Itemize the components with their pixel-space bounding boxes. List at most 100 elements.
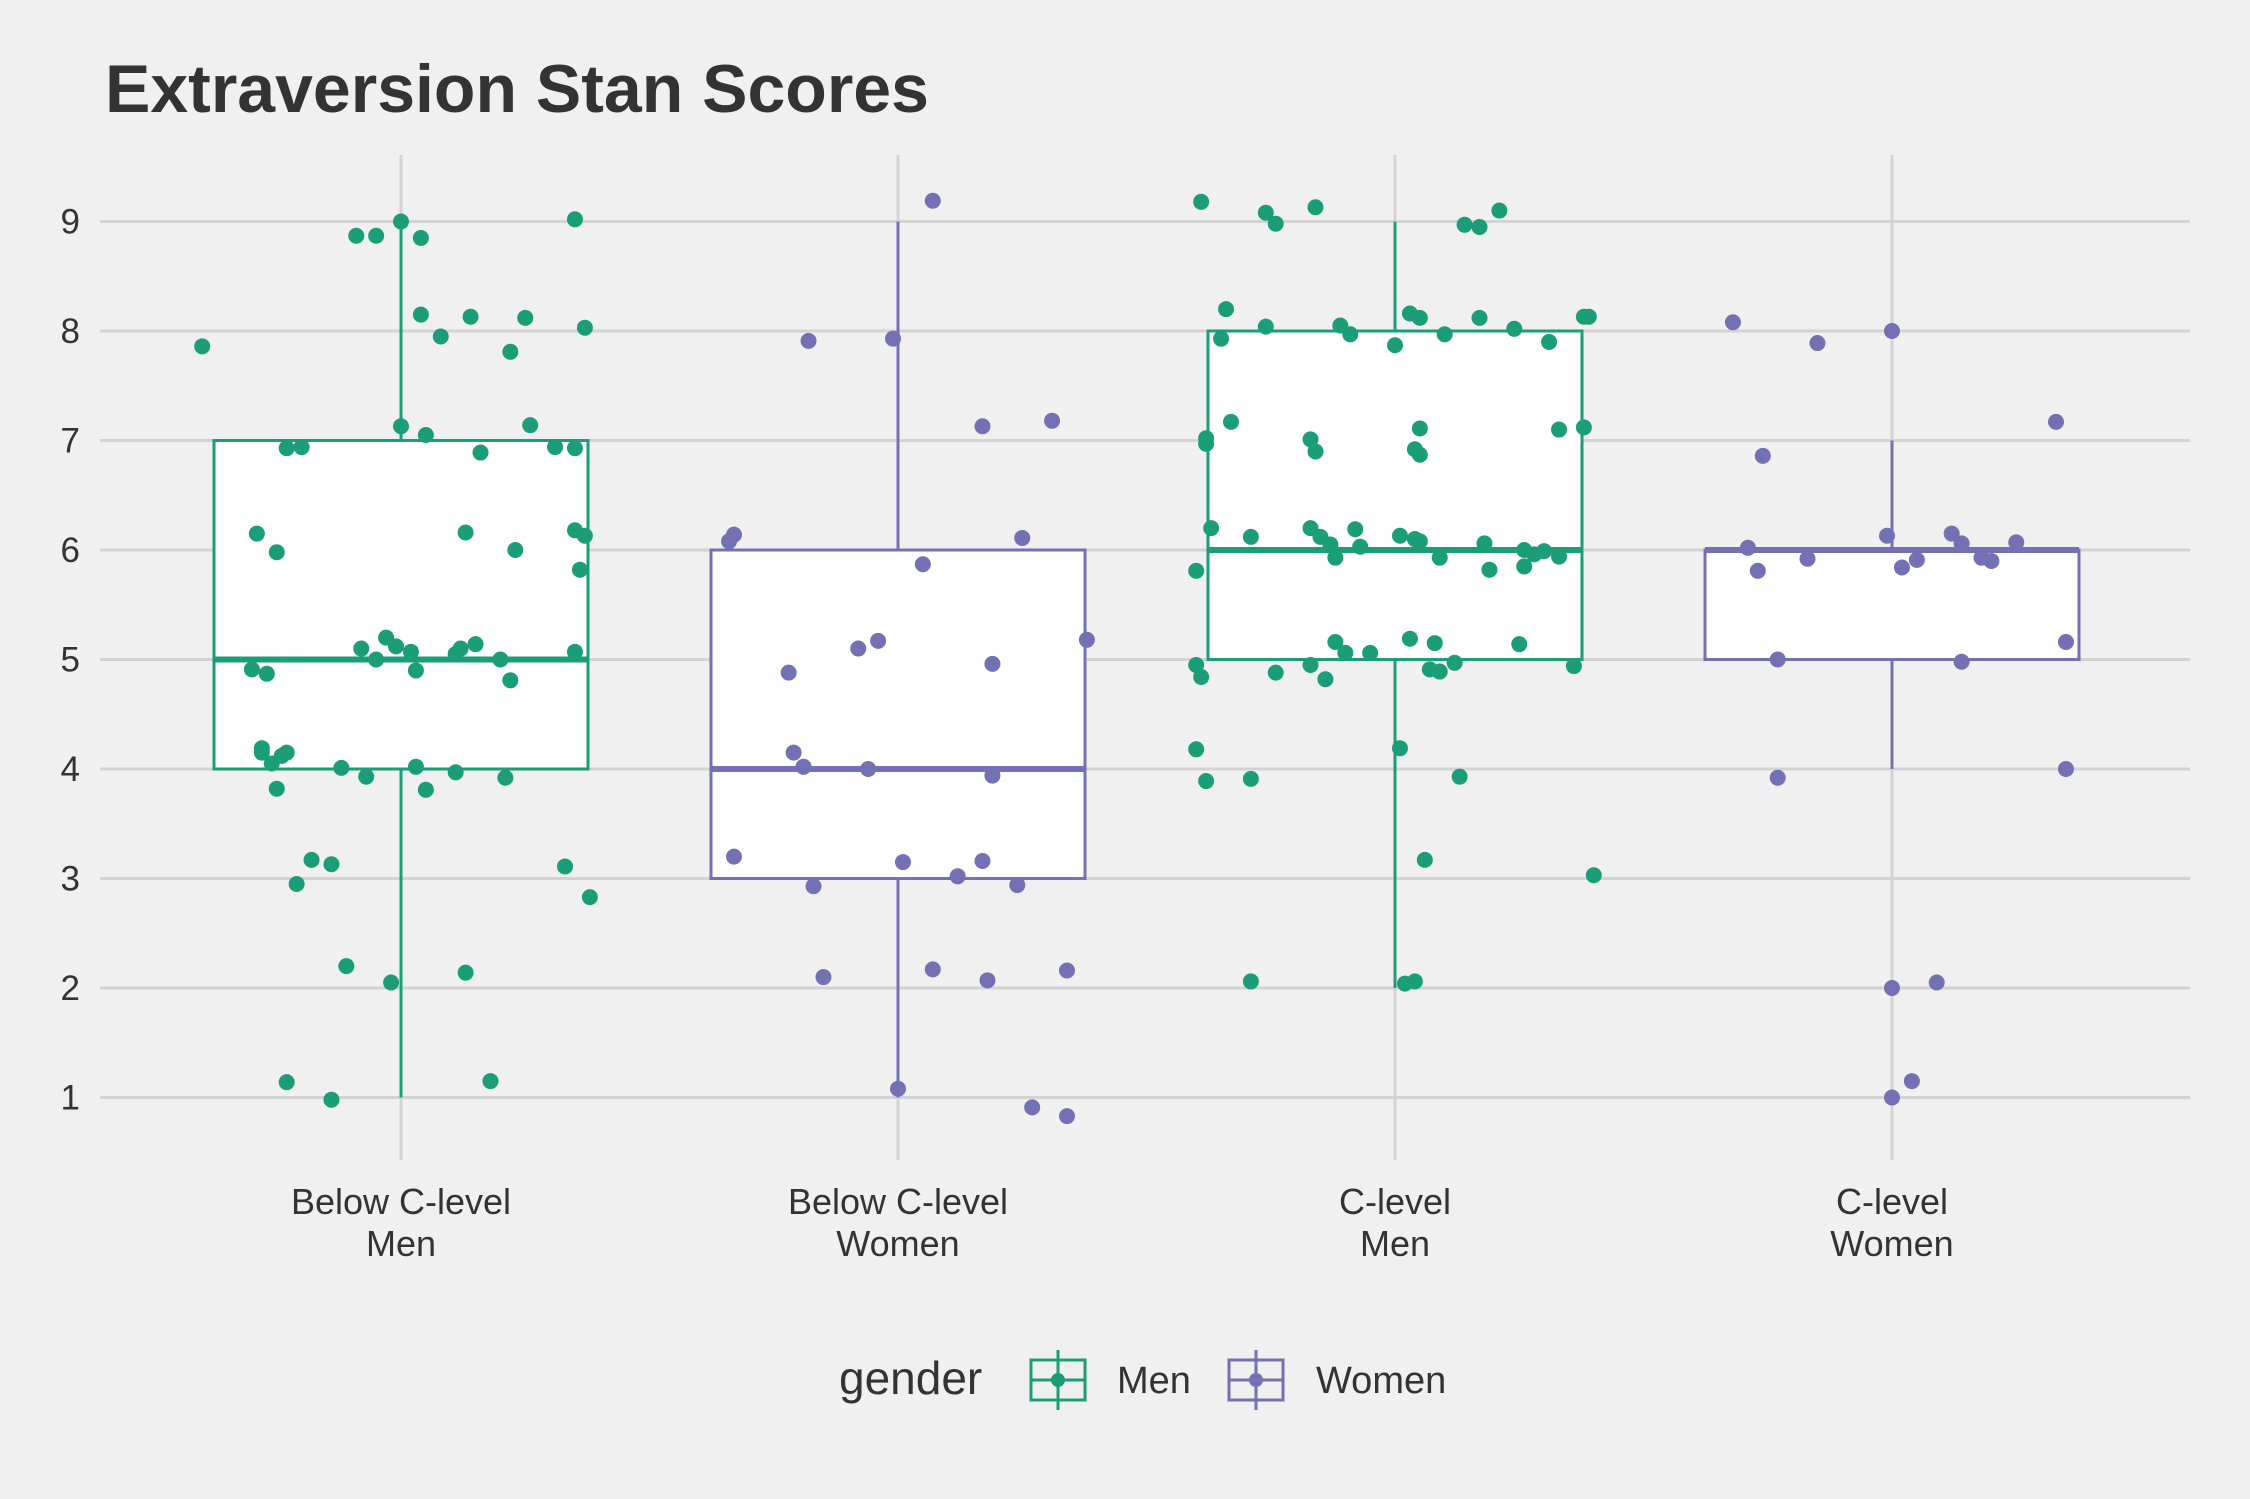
data-point (1188, 656, 1205, 673)
data-point (2057, 633, 2074, 650)
legend-label-men: Men (1117, 1360, 1191, 1402)
data-point (1471, 218, 1488, 235)
data-point (914, 556, 931, 573)
data-point (1198, 773, 1215, 790)
data-point (447, 764, 464, 781)
data-point (388, 638, 405, 655)
data-point (1342, 326, 1359, 343)
x-tick-label-line2: Women (1830, 1223, 1953, 1264)
data-point (1078, 631, 1095, 648)
data-point (243, 661, 260, 678)
data-point (407, 758, 424, 775)
data-point (1317, 671, 1334, 688)
x-tick-label-3: C-level Men (1339, 1181, 1451, 1264)
x-tick-label-2: Below C-level Women (788, 1181, 1008, 1264)
data-point (566, 211, 583, 228)
data-point (1242, 528, 1259, 545)
data-point (1242, 973, 1259, 990)
data-point (581, 889, 598, 906)
y-tick-label-3: 3 (61, 860, 80, 899)
data-point (1491, 202, 1508, 219)
data-point (1391, 527, 1408, 544)
chart-title: Extraversion Stan Scores (105, 51, 929, 127)
data-point (1928, 974, 1945, 991)
data-point (1749, 562, 1766, 579)
legend-title: gender (839, 1352, 982, 1404)
data-point (278, 440, 295, 457)
data-point (497, 769, 514, 786)
data-point (348, 227, 365, 244)
y-tick-label-6: 6 (61, 531, 80, 570)
data-point (323, 856, 340, 873)
data-point (576, 527, 593, 544)
data-point (571, 561, 588, 578)
data-point (1446, 654, 1463, 671)
data-point (1884, 980, 1900, 996)
legend-key-point (1249, 1373, 1263, 1387)
data-point (1198, 430, 1215, 447)
data-point (194, 338, 211, 355)
data-point (1893, 559, 1910, 576)
data-point (393, 213, 409, 230)
box-4 (1703, 440, 2081, 769)
data-point (268, 780, 285, 797)
x-tick-label-4: C-level Women (1830, 1181, 1953, 1264)
boxes-layer (212, 221, 2081, 1098)
data-point (268, 544, 285, 561)
data-point (278, 1074, 295, 1091)
x-tick-label-1: Below C-level Men (291, 1181, 511, 1264)
points-layer (194, 192, 2074, 1125)
data-point (1908, 551, 1925, 568)
y-tick-label-4: 4 (61, 750, 80, 789)
data-point (870, 632, 887, 649)
data-point (1953, 535, 1970, 552)
data-point (1257, 204, 1274, 221)
y-axis-tick-labels: 1 2 3 4 5 6 7 8 9 (61, 203, 80, 1118)
data-point (795, 758, 812, 775)
data-point (1903, 1073, 1920, 1090)
data-point (1193, 669, 1210, 686)
data-point (725, 848, 742, 865)
y-tick-label-7: 7 (61, 422, 80, 461)
data-point (1541, 333, 1558, 350)
data-point (452, 640, 469, 657)
data-point (800, 332, 817, 349)
data-point (1451, 768, 1468, 785)
data-point (402, 643, 419, 660)
data-point (949, 868, 966, 885)
data-point (1471, 309, 1488, 326)
data-point (333, 759, 350, 776)
data-point (1481, 561, 1498, 578)
data-point (1884, 323, 1900, 339)
data-point (502, 672, 519, 689)
x-tick-label-line1: C-level (1339, 1181, 1451, 1222)
data-point (1267, 664, 1284, 681)
data-point (1799, 550, 1816, 567)
data-point (417, 427, 434, 444)
data-point (1551, 548, 1568, 565)
data-point (1879, 527, 1896, 544)
data-point (1222, 413, 1239, 430)
data-point (1809, 335, 1826, 352)
data-point (860, 761, 877, 777)
data-point (1203, 520, 1220, 537)
data-point (984, 655, 1001, 672)
data-point (1193, 193, 1210, 210)
data-point (1431, 549, 1448, 566)
data-point (1580, 308, 1597, 325)
y-tick-label-1: 1 (61, 1079, 80, 1118)
x-tick-label-line2: Men (1360, 1223, 1430, 1264)
x-tick-label-line2: Men (366, 1223, 436, 1264)
data-point (1456, 216, 1473, 233)
data-point (368, 227, 385, 244)
box-iqr (1206, 329, 1584, 661)
data-point (974, 852, 991, 869)
data-point (258, 665, 275, 682)
data-point (924, 961, 941, 978)
y-tick-label-2: 2 (61, 969, 80, 1008)
x-tick-label-line1: Below C-level (788, 1181, 1008, 1222)
legend-key-point (1051, 1373, 1065, 1387)
data-point (1307, 199, 1324, 216)
data-point (432, 328, 449, 345)
data-point (1302, 431, 1319, 448)
